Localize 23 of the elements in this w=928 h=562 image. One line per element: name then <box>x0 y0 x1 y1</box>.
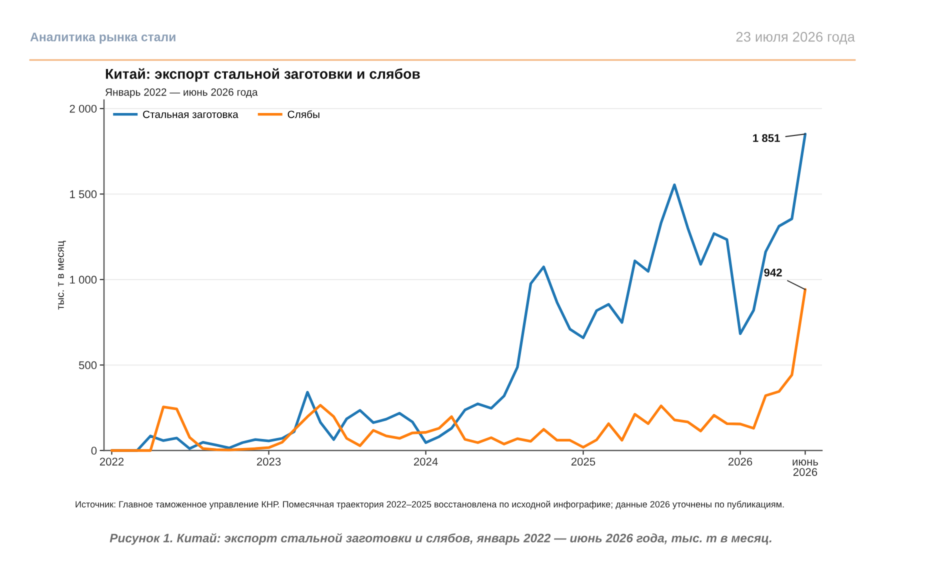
y-tick-label: 1 500 <box>70 190 97 198</box>
x-tick-label: 2023 <box>256 458 281 466</box>
x-tick-label: 2022 <box>100 458 124 466</box>
y-tick-label: 0 <box>91 446 97 455</box>
y-tick-label: 500 <box>78 361 97 370</box>
text: Источник: Главное таможенное управление КНР. Помесячная траектория 2022–2025 восстановлена по исходной инфографике; данные 2026 уточнены по публикациям. <box>76 500 784 510</box>
annotation: 1 851 <box>753 134 780 142</box>
legend-label: Стальная заготовка <box>143 110 238 118</box>
chart-subtitle: Январь 2022 — июнь 2026 года <box>105 88 258 98</box>
text: Аналитика рынка стали <box>30 32 176 44</box>
annotation: 942 <box>764 268 782 276</box>
y-tick-label: 2 000 <box>70 104 97 113</box>
x-tick-label: 2026 <box>728 458 752 466</box>
chart-title: Китай: экспорт стальной заготовки и слябов <box>106 68 420 82</box>
legend-label: Слябы <box>288 110 320 118</box>
y-axis-title: тыс. т в месяц <box>58 240 66 310</box>
x-tick-label: 2025 <box>571 458 596 466</box>
text: Рисунок 1. Китай: экспорт стальной заготовки и слябов, январь 2022 — июнь 2026 года, тыс. т в месяц. <box>110 533 772 545</box>
text: 23 июля 2026 года <box>736 32 856 44</box>
y-tick-label: 1 000 <box>70 276 97 284</box>
x-tick-label: 2024 <box>414 458 438 466</box>
line-series <box>110 288 807 452</box>
x-tick-label: июнь 2026 <box>792 460 818 476</box>
